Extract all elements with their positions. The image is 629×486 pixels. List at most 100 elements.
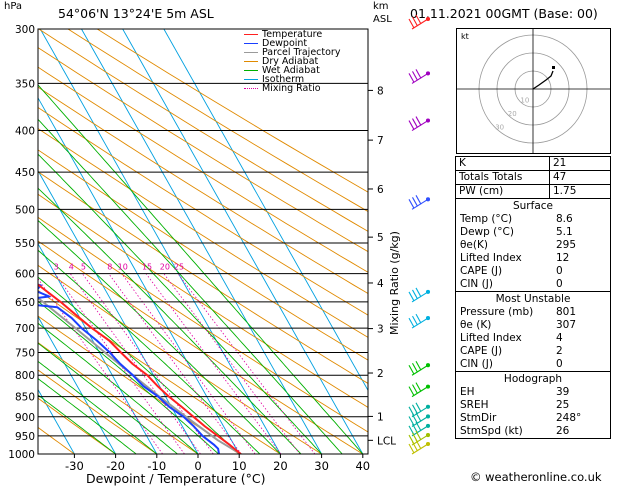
- isotherm-line: [38, 388, 75, 454]
- stat-label: Temp (°C): [460, 213, 513, 225]
- index-label: Totals Totals: [455, 170, 550, 185]
- wind-barb: [408, 313, 431, 329]
- legend-item: Parcel Trajectory: [244, 48, 340, 57]
- dry-adiabat-line: [38, 342, 199, 454]
- stat-label: θe(K): [460, 239, 488, 251]
- wind-barb: [408, 69, 431, 84]
- hodograph-panel: kt 10 20 30: [456, 28, 611, 154]
- legend-swatch: [244, 88, 258, 89]
- hodograph-ring-label: 20: [508, 110, 517, 118]
- x-tick-label: 20: [273, 459, 288, 473]
- wind-barb: [408, 287, 431, 303]
- legend-swatch: [244, 79, 258, 80]
- km-tick-label: LCL: [377, 435, 396, 447]
- stat-row: StmDir 248°: [456, 412, 610, 425]
- isotherm-line: [38, 242, 158, 454]
- km-label: km: [373, 1, 389, 12]
- most-unstable-title: Most Unstable: [495, 293, 571, 305]
- stat-value: 25: [556, 399, 570, 411]
- dry-adiabat-line: [38, 66, 368, 273]
- stat-label: Lifted Index: [460, 252, 522, 264]
- stat-label: EH: [460, 386, 475, 398]
- wet-adiabat-line: [38, 378, 137, 454]
- stat-row: Temp (°C) 8.6: [456, 213, 610, 226]
- wind-barb: [408, 195, 431, 210]
- wet-adiabat-line: [38, 322, 199, 454]
- hodograph-unit: kt: [461, 32, 469, 41]
- hodograph-trace: [532, 70, 554, 90]
- most-unstable-section: Most Unstable Pressure (mb) 801 θe (K) 307 L…: [455, 292, 611, 372]
- stat-value: 8.6: [556, 213, 573, 225]
- legend-swatch: [244, 43, 258, 44]
- hodograph-ring-label: 10: [520, 97, 529, 105]
- asl-label: ASL: [373, 14, 392, 25]
- legend-label: Isotherm: [262, 74, 305, 85]
- pressure-tick-label: 600: [15, 269, 35, 281]
- legend-item: Mixing Ratio: [244, 84, 340, 93]
- dry-adiabat-line: [67, 29, 368, 213]
- dry-adiabat-line: [38, 29, 368, 232]
- stat-value: 26: [556, 425, 570, 437]
- wind-barb: [408, 439, 431, 455]
- stat-label: SREH: [460, 399, 489, 411]
- legend-item: Temperature: [244, 30, 340, 39]
- stat-value: 801: [556, 306, 577, 318]
- x-tick-label: 0: [194, 459, 201, 473]
- parcel-trajectory-profile: [38, 296, 242, 454]
- pressure-tick-label: 300: [15, 24, 35, 36]
- x-axis-label: Dewpoint / Temperature (°C): [86, 471, 266, 486]
- stat-label: CIN (J): [460, 278, 493, 290]
- km-asl-label: km ASL: [373, 0, 392, 26]
- pressure-tick-label: 650: [15, 297, 35, 309]
- legend-label: Temperature: [262, 29, 323, 40]
- index-value: 21: [549, 156, 611, 171]
- plot-area: 2 3 4 5 8 10 15 20 25: [38, 29, 368, 454]
- isotherm-line: [39, 29, 281, 454]
- pressure-tick-label: 400: [15, 126, 35, 138]
- x-tick-label: -30: [65, 459, 84, 473]
- indices-table: K 21 Totals Totals 47 PW (cm) 1.75 Surface Te…: [455, 156, 611, 439]
- dry-adiabat-line: [38, 426, 75, 454]
- index-value: 1.75: [549, 184, 611, 199]
- hodograph-stats-section: Hodograph EH 39 SREH 25 StmDir 248° StmSpd (kt…: [455, 372, 611, 439]
- pressure-unit-label: hPa: [4, 1, 23, 12]
- location-label: 54°06'N 13°24'E 5m ASL: [58, 6, 214, 21]
- stat-row: θe (K) 307: [456, 319, 610, 332]
- stat-row: Pressure (mb) 801: [456, 306, 610, 319]
- index-row: Totals Totals 47: [455, 170, 611, 185]
- legend-label: Parcel Trajectory: [262, 47, 341, 58]
- legend-label: Dewpoint: [262, 38, 308, 49]
- pressure-tick-label: 500: [15, 204, 35, 216]
- mixing-ratio-line: [54, 273, 185, 454]
- stat-row: CAPE (J) 2: [456, 345, 610, 358]
- stat-value: 248°: [556, 412, 582, 424]
- isotherm-line: [163, 29, 368, 392]
- km-tick-label: 3: [377, 324, 384, 336]
- index-label: K: [455, 156, 550, 171]
- isotherm-line: [38, 315, 116, 454]
- stat-row: θe(K) 295: [456, 239, 610, 252]
- x-tick-label: 40: [355, 459, 370, 473]
- legend-swatch: [244, 34, 258, 35]
- isotherm-line: [38, 169, 199, 454]
- legend-swatch: [244, 61, 258, 62]
- stat-label: Pressure (mb): [460, 306, 534, 318]
- pressure-tick-label: 900: [15, 412, 35, 424]
- x-tick-label: 10: [232, 459, 247, 473]
- stat-label: Dewp (°C): [460, 226, 514, 238]
- surface-title: Surface: [512, 200, 553, 212]
- hodograph-stats-title: Hodograph: [503, 373, 563, 385]
- legend-swatch: [244, 52, 258, 53]
- km-tick-label: 6: [377, 184, 384, 196]
- isotherm-line: [38, 96, 240, 454]
- x-tick-label: 30: [314, 459, 329, 473]
- stat-label: StmDir: [460, 412, 497, 424]
- stat-value: 0: [556, 358, 563, 370]
- pressure-tick-label: 700: [15, 323, 35, 335]
- pressure-tick-label: 950: [15, 431, 35, 443]
- stat-label: CAPE (J): [460, 265, 503, 277]
- stat-value: 2: [556, 345, 563, 357]
- legend-item: Isotherm: [244, 75, 340, 84]
